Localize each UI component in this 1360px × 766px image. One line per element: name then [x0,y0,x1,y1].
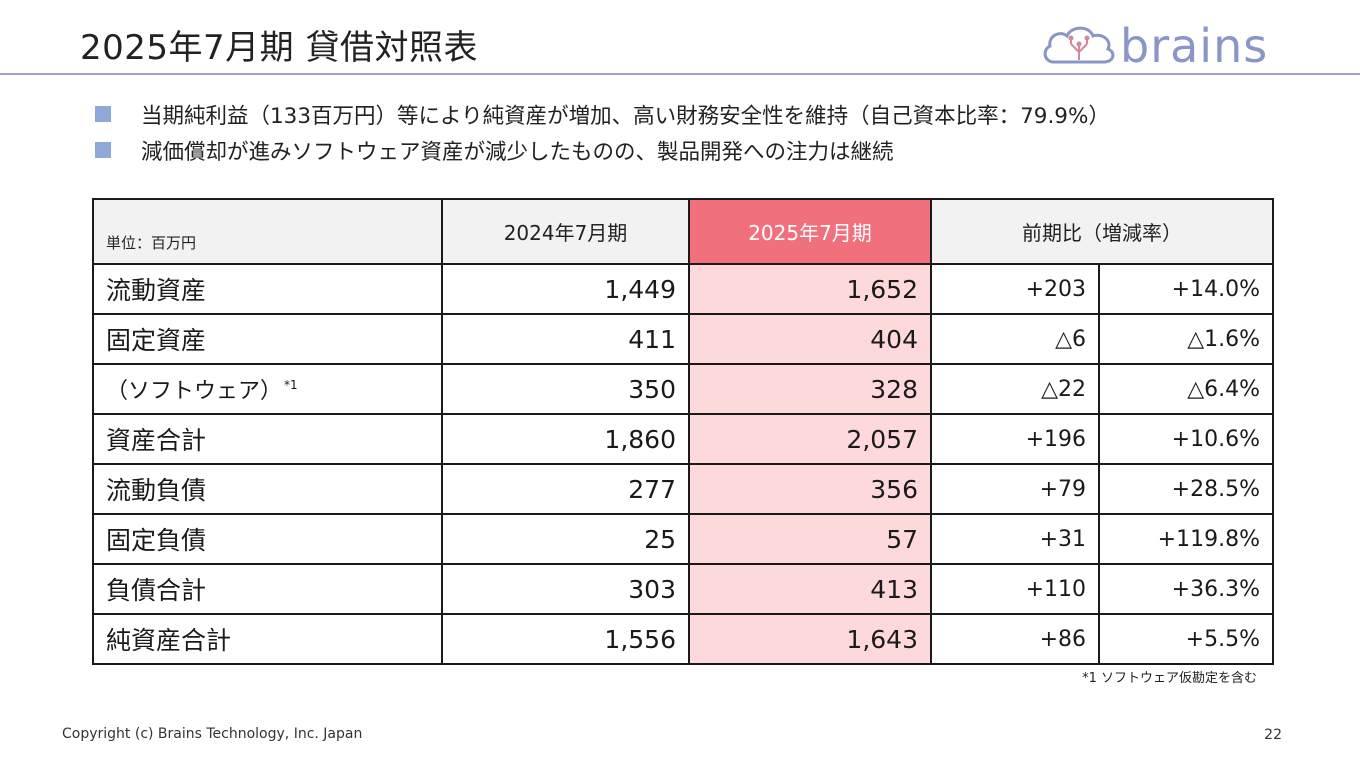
bullet-text: 当期純利益（133百万円）等により純資産が増加、高い財務安全性を維持（自己資本比… [141,103,1110,129]
table-row: 固定負債 25 57 +31 +119.8% [92,513,1274,565]
bullet-text: 減価償却が進みソフトウェア資産が減少したものの、製品開発への注力は継続 [141,139,894,165]
cloud-icon [1043,26,1115,64]
row-label: 固定資産 [92,313,443,365]
curr-value: 404 [688,313,932,365]
row-label: 流動資産 [92,263,443,315]
bullet-item: 減価償却が進みソフトウェア資産が減少したものの、製品開発への注力は継続 [95,132,1110,168]
prev-value: 303 [441,563,690,615]
rate-value: +28.5% [1098,463,1274,515]
row-label-text: （ソフトウェア） [106,379,283,404]
rate-value: △1.6% [1098,313,1274,365]
diff-value: +110 [930,563,1100,615]
rate-value: +14.0% [1098,263,1274,315]
curr-value: 356 [688,463,932,515]
rate-value: +10.6% [1098,413,1274,465]
curr-value: 1,652 [688,263,932,315]
column-header-curr: 2025年7月期 [688,198,932,265]
diff-value: △6 [930,313,1100,365]
prev-value: 350 [441,363,690,415]
table-row: 固定資産 411 404 △6 △1.6% [92,313,1274,365]
curr-value: 413 [688,563,932,615]
page-title: 2025年7月期 貸借対照表 [80,28,478,68]
curr-value: 2,057 [688,413,932,465]
prev-value: 1,449 [441,263,690,315]
table-footnote: *1 ソフトウェア仮勘定を含む [1082,671,1257,686]
column-header-prev: 2024年7月期 [441,198,690,265]
table-row: 負債合計 303 413 +110 +36.3% [92,563,1274,615]
row-label: 純資産合計 [92,613,443,665]
prev-value: 277 [441,463,690,515]
rate-value: +36.3% [1098,563,1274,615]
row-label: 負債合計 [92,563,443,615]
diff-value: △22 [930,363,1100,415]
diff-value: +196 [930,413,1100,465]
prev-value: 25 [441,513,690,565]
rate-value: +119.8% [1098,513,1274,565]
table-header-row: 単位：百万円 2024年7月期 2025年7月期 前期比（増減率） [92,198,1274,265]
footnote-marker: *1 [284,378,298,392]
curr-value: 57 [688,513,932,565]
prev-value: 411 [441,313,690,365]
column-header-diff: 前期比（増減率） [930,198,1274,265]
curr-value: 328 [688,363,932,415]
diff-value: +79 [930,463,1100,515]
prev-value: 1,860 [441,413,690,465]
brains-logo: brains [1040,18,1300,74]
square-bullet-icon [95,142,111,158]
logo-wordmark: brains [1120,19,1269,73]
table-row: 資産合計 1,860 2,057 +196 +10.6% [92,413,1274,465]
balance-sheet-table: 単位：百万円 2024年7月期 2025年7月期 前期比（増減率） 流動資産 1… [92,198,1274,665]
row-label: （ソフトウェア） *1 [92,363,443,415]
curr-value: 1,643 [688,613,932,665]
rate-value: △6.4% [1098,363,1274,415]
diff-value: +203 [930,263,1100,315]
row-label: 資産合計 [92,413,443,465]
title-divider [0,73,1360,75]
table-row: （ソフトウェア） *1 350 328 △22 △6.4% [92,363,1274,415]
page-number: 22 [1264,727,1282,743]
row-label: 流動負債 [92,463,443,515]
unit-label: 単位：百万円 [92,198,443,265]
summary-bullets: 当期純利益（133百万円）等により純資産が増加、高い財務安全性を維持（自己資本比… [95,96,1110,168]
prev-value: 1,556 [441,613,690,665]
diff-value: +86 [930,613,1100,665]
rate-value: +5.5% [1098,613,1274,665]
diff-value: +31 [930,513,1100,565]
row-label: 固定負債 [92,513,443,565]
table-row: 流動資産 1,449 1,652 +203 +14.0% [92,263,1274,315]
table-row: 純資産合計 1,556 1,643 +86 +5.5% [92,613,1274,665]
table-row: 流動負債 277 356 +79 +28.5% [92,463,1274,515]
square-bullet-icon [95,106,111,122]
copyright-text: Copyright (c) Brains Technology, Inc. Ja… [62,726,363,742]
bullet-item: 当期純利益（133百万円）等により純資産が増加、高い財務安全性を維持（自己資本比… [95,96,1110,132]
